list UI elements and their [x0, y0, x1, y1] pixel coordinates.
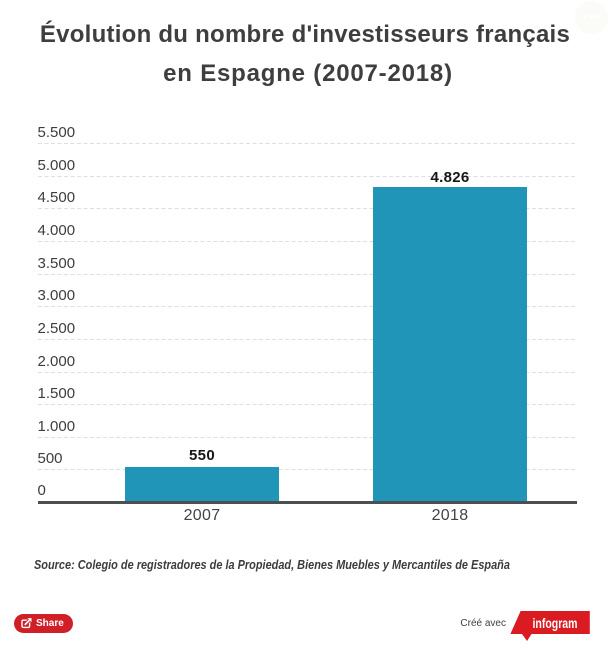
svg-text:infogram: infogram [533, 616, 578, 631]
